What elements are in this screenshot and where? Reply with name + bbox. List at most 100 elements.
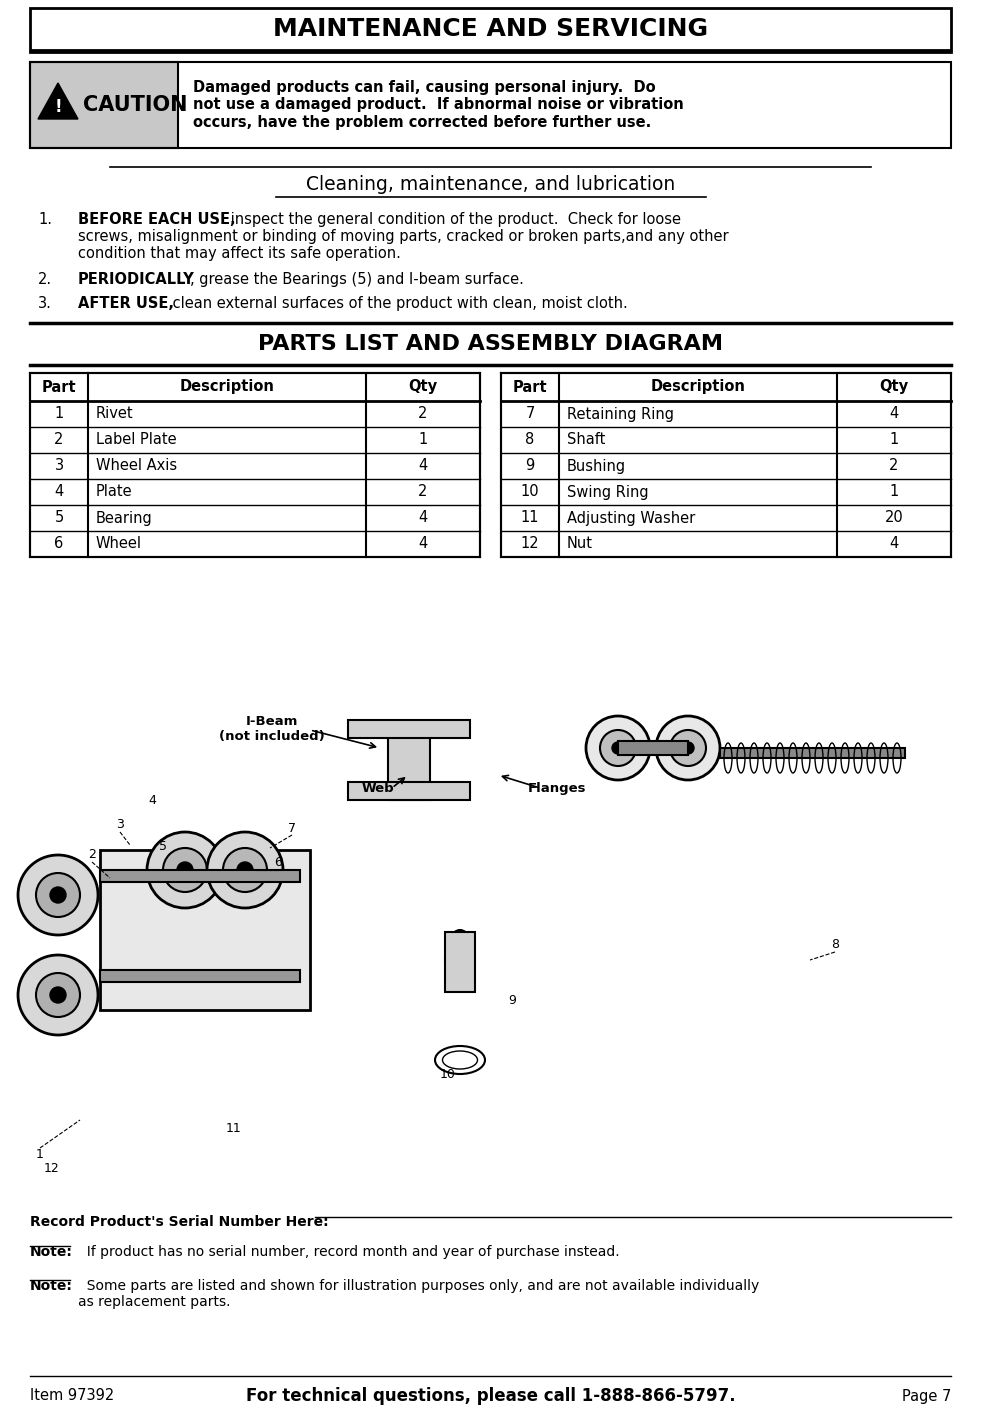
Text: 4: 4 [54, 484, 64, 499]
Bar [388, 735, 430, 800]
Bar [445, 933, 475, 992]
Bar [30, 62, 951, 148]
Bar [100, 871, 300, 882]
Circle shape [18, 855, 98, 935]
Text: BEFORE EACH USE,: BEFORE EACH USE, [78, 212, 235, 227]
Text: 1: 1 [418, 433, 428, 447]
Text: 10: 10 [440, 1068, 456, 1081]
Text: Adjusting Washer: Adjusting Washer [567, 511, 696, 525]
Circle shape [670, 729, 706, 766]
Text: screws, misalignment or binding of moving parts, cracked or broken parts,and any: screws, misalignment or binding of movin… [78, 229, 729, 244]
Text: MAINTENANCE AND SERVICING: MAINTENANCE AND SERVICING [273, 17, 708, 41]
Circle shape [163, 848, 207, 892]
Text: , grease the Bearings (5) and I-beam surface.: , grease the Bearings (5) and I-beam sur… [190, 272, 524, 286]
Polygon shape [38, 83, 78, 119]
Text: 4: 4 [418, 511, 428, 525]
Text: CAUTION: CAUTION [83, 95, 187, 116]
Bar [720, 748, 905, 758]
Text: 20: 20 [885, 511, 904, 525]
Text: 6: 6 [274, 855, 282, 869]
Text: 4: 4 [418, 459, 428, 474]
Circle shape [36, 873, 80, 917]
Text: For technical questions, please call 1-888-866-5797.: For technical questions, please call 1-8… [245, 1387, 736, 1405]
Text: Some parts are listed and shown for illustration purposes only, and are not avai: Some parts are listed and shown for illu… [78, 1278, 759, 1309]
Text: 7: 7 [525, 406, 535, 422]
Text: 3: 3 [116, 818, 124, 831]
Text: Web: Web [362, 782, 394, 794]
Text: Note:: Note: [30, 1245, 73, 1259]
Text: AFTER USE,: AFTER USE, [78, 296, 174, 310]
Text: 2: 2 [418, 406, 428, 422]
Text: Note:: Note: [30, 1278, 73, 1292]
Circle shape [177, 862, 193, 878]
Text: PERIODICALLY: PERIODICALLY [78, 272, 195, 286]
Text: clean external surfaces of the product with clean, moist cloth.: clean external surfaces of the product w… [168, 296, 628, 310]
Text: Page 7: Page 7 [902, 1388, 951, 1404]
Circle shape [682, 742, 694, 753]
Text: Shaft: Shaft [567, 433, 605, 447]
Bar [30, 62, 178, 148]
Text: Rivet: Rivet [96, 406, 133, 422]
Bar [618, 741, 688, 755]
Circle shape [36, 974, 80, 1017]
Circle shape [147, 832, 223, 909]
Text: 2: 2 [54, 433, 64, 447]
Text: Wheel: Wheel [96, 536, 142, 552]
Bar [348, 782, 470, 800]
Bar [100, 849, 310, 1010]
Text: 1: 1 [36, 1149, 44, 1161]
Text: Record Product's Serial Number Here:: Record Product's Serial Number Here: [30, 1215, 329, 1229]
Text: Part: Part [41, 380, 77, 395]
Text: 8: 8 [831, 938, 839, 951]
Circle shape [656, 715, 720, 780]
Text: 2: 2 [890, 459, 899, 474]
Text: inspect the general condition of the product.  Check for loose: inspect the general condition of the pro… [226, 212, 681, 227]
Text: Description: Description [650, 380, 746, 395]
Text: Nut: Nut [567, 536, 593, 552]
Text: 3: 3 [54, 459, 64, 474]
Text: 1: 1 [890, 484, 899, 499]
Circle shape [50, 888, 66, 903]
Bar [501, 373, 951, 557]
Text: 4: 4 [418, 536, 428, 552]
Text: If product has no serial number, record month and year of purchase instead.: If product has no serial number, record … [78, 1245, 620, 1259]
Text: 9: 9 [508, 993, 516, 1006]
Text: Qty: Qty [879, 380, 908, 395]
Circle shape [223, 848, 267, 892]
Circle shape [600, 729, 636, 766]
Text: 11: 11 [227, 1122, 242, 1134]
Text: 1.: 1. [38, 212, 52, 227]
Text: Wheel Axis: Wheel Axis [96, 459, 178, 474]
Text: Label Plate: Label Plate [96, 433, 177, 447]
Text: Plate: Plate [96, 484, 132, 499]
Text: Bushing: Bushing [567, 459, 626, 474]
Text: 9: 9 [526, 459, 535, 474]
Text: 4: 4 [890, 536, 899, 552]
Text: 2.: 2. [38, 272, 52, 286]
Text: 4: 4 [890, 406, 899, 422]
Text: PARTS LIST AND ASSEMBLY DIAGRAM: PARTS LIST AND ASSEMBLY DIAGRAM [258, 334, 723, 354]
Circle shape [237, 862, 253, 878]
Text: Swing Ring: Swing Ring [567, 484, 648, 499]
Circle shape [18, 955, 98, 1036]
Text: 4: 4 [148, 793, 156, 807]
Text: Item 97392: Item 97392 [30, 1388, 114, 1404]
Text: condition that may affect its safe operation.: condition that may affect its safe opera… [78, 246, 401, 261]
Circle shape [50, 988, 66, 1003]
Circle shape [586, 715, 650, 780]
Text: Cleaning, maintenance, and lubrication: Cleaning, maintenance, and lubrication [306, 175, 675, 195]
Text: 12: 12 [521, 536, 540, 552]
Text: 12: 12 [44, 1161, 60, 1174]
Text: Damaged products can fail, causing personal injury.  Do
not use a damaged produc: Damaged products can fail, causing perso… [193, 80, 684, 130]
Circle shape [207, 832, 283, 909]
Bar [100, 969, 300, 982]
Text: 3.: 3. [38, 296, 52, 310]
Circle shape [612, 742, 624, 753]
Bar [30, 8, 951, 49]
Text: Part: Part [513, 380, 547, 395]
Text: Qty: Qty [408, 380, 438, 395]
Bar [348, 720, 470, 738]
Text: 8: 8 [526, 433, 535, 447]
Text: Retaining Ring: Retaining Ring [567, 406, 674, 422]
Text: Bearing: Bearing [96, 511, 153, 525]
